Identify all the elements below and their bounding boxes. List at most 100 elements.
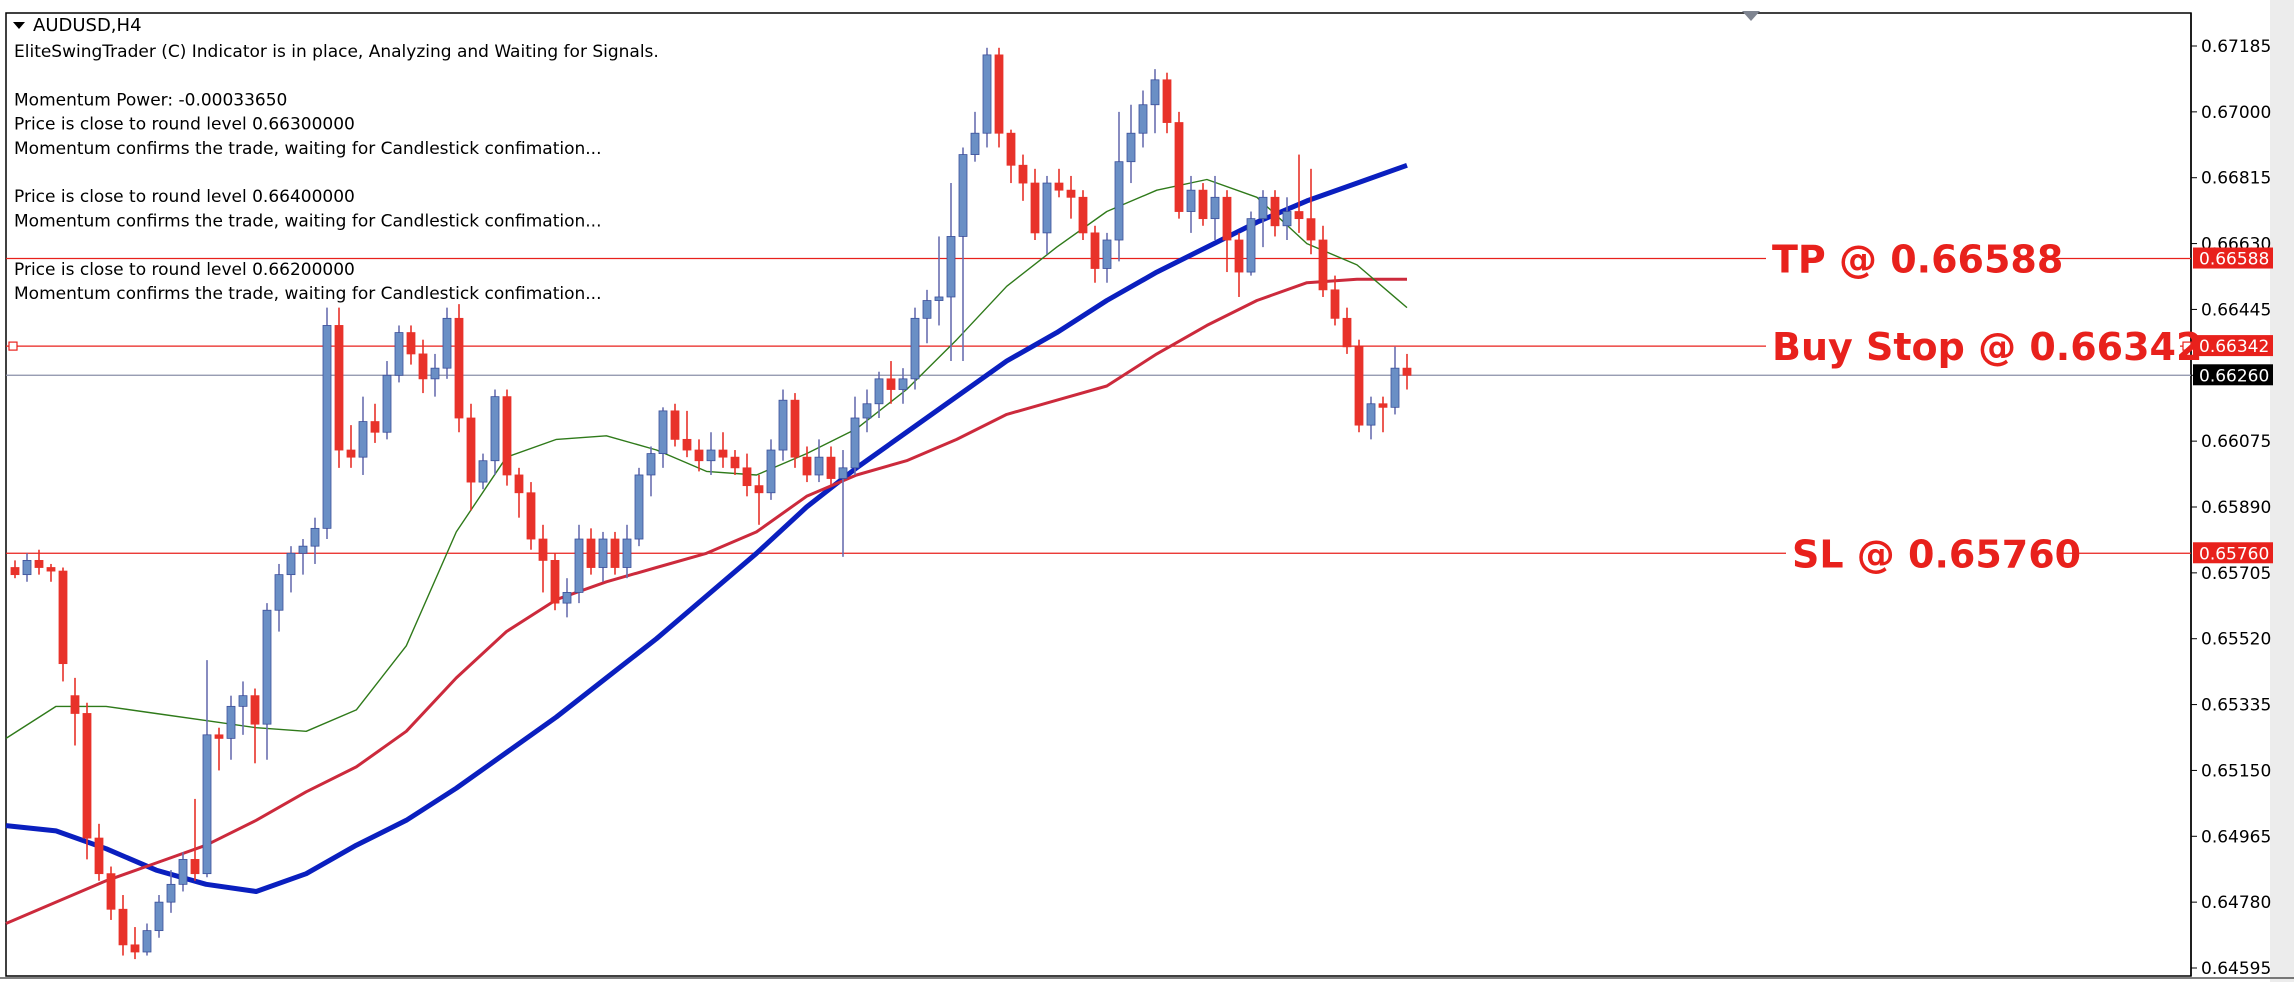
candle-body xyxy=(1330,289,1340,319)
candle xyxy=(1138,90,1148,148)
candle xyxy=(574,524,584,604)
candle xyxy=(838,450,848,557)
candle xyxy=(670,403,680,447)
candle xyxy=(1126,104,1136,184)
candle xyxy=(646,446,656,497)
candle-body xyxy=(358,421,368,458)
candle-body xyxy=(778,399,788,451)
level-handle-icon[interactable] xyxy=(8,341,18,351)
collapse-triangle-icon[interactable] xyxy=(13,22,25,29)
candle xyxy=(430,353,440,397)
candle xyxy=(898,368,908,404)
candle xyxy=(298,539,308,575)
candle xyxy=(1054,168,1064,198)
candle xyxy=(310,517,320,564)
candle xyxy=(358,396,368,475)
chart-shift-marker-icon[interactable] xyxy=(1742,11,1760,21)
candle-body xyxy=(598,538,608,568)
level-price-tag xyxy=(2193,335,2273,357)
candle xyxy=(1066,175,1076,219)
candle-body xyxy=(82,713,92,839)
price-tick-label: 0.64595 xyxy=(2201,959,2271,979)
candle xyxy=(790,393,800,468)
candle xyxy=(754,474,764,525)
candle-body xyxy=(586,538,596,568)
level-price-tag-text: 0.65760 xyxy=(2199,544,2269,564)
level-handle-icon[interactable] xyxy=(2182,341,2192,351)
candle-body xyxy=(922,300,932,319)
candle xyxy=(1114,111,1124,262)
candle-body xyxy=(1354,346,1364,426)
candle xyxy=(1354,339,1364,433)
candle xyxy=(982,47,992,148)
candle xyxy=(94,823,104,881)
candle-body xyxy=(262,609,272,725)
price-tick-label: 0.66815 xyxy=(2201,169,2271,189)
candle xyxy=(970,111,980,162)
candle-body xyxy=(658,410,668,455)
candle xyxy=(178,852,188,892)
candle xyxy=(886,361,896,404)
candle-body xyxy=(730,456,740,469)
candle-body xyxy=(826,456,836,479)
candle-body xyxy=(1270,196,1280,227)
candle xyxy=(22,553,32,582)
candle-body xyxy=(478,460,488,483)
candle xyxy=(1006,129,1016,184)
candle-body xyxy=(898,378,908,390)
candle-body xyxy=(766,449,776,494)
candle-body xyxy=(1006,132,1016,166)
level-label-bg xyxy=(1766,234,2042,283)
candle xyxy=(394,325,404,383)
candle-body xyxy=(790,399,800,458)
candle xyxy=(322,307,332,540)
candle-body xyxy=(850,417,860,469)
candle-body xyxy=(1366,403,1376,426)
candle-body xyxy=(802,456,812,476)
candle-body xyxy=(334,325,344,451)
candle-body xyxy=(958,154,968,237)
candle xyxy=(1102,232,1112,283)
level-label: TP @ 0.66588 xyxy=(1772,238,2063,282)
candle xyxy=(694,439,704,472)
candle xyxy=(346,425,356,468)
candle-body xyxy=(310,527,320,547)
candle xyxy=(154,895,164,938)
candle xyxy=(946,183,956,362)
candle-body xyxy=(574,538,584,593)
candle-body xyxy=(1018,164,1028,184)
candle xyxy=(370,403,380,443)
candle-body xyxy=(1090,232,1100,269)
candle xyxy=(766,439,776,500)
price-tick-label: 0.65335 xyxy=(2201,696,2271,716)
candle xyxy=(1186,175,1196,233)
candle xyxy=(238,681,248,735)
candle xyxy=(658,407,668,468)
level-price-tag xyxy=(2193,542,2273,564)
symbol-timeframe-label: AUDUSD,H4 xyxy=(33,15,142,36)
candle xyxy=(1258,190,1268,248)
candle xyxy=(610,531,620,575)
candle xyxy=(118,895,128,956)
info-line: Momentum Power: -0.00033650 xyxy=(14,90,287,110)
candle-body xyxy=(994,54,1004,134)
candle-body xyxy=(862,403,872,419)
candle-body xyxy=(1114,161,1124,241)
level-price-tag-text: 0.66588 xyxy=(2199,250,2269,270)
candle-body xyxy=(1102,239,1112,269)
indicator-info-panel: EliteSwingTrader (C) Indicator is in pla… xyxy=(14,42,659,304)
ma-fast-line xyxy=(5,178,1408,739)
candle-body xyxy=(274,574,284,611)
candle-body xyxy=(1222,196,1232,241)
candle xyxy=(1162,72,1172,134)
candle-body xyxy=(970,132,980,155)
candle-body xyxy=(442,317,452,369)
candle xyxy=(994,47,1004,148)
price-tick-label: 0.65890 xyxy=(2201,498,2271,518)
candle-body xyxy=(166,883,176,903)
candle xyxy=(34,549,44,575)
candle xyxy=(1402,353,1412,390)
candle-body xyxy=(1318,239,1328,291)
candle-body xyxy=(682,438,692,451)
